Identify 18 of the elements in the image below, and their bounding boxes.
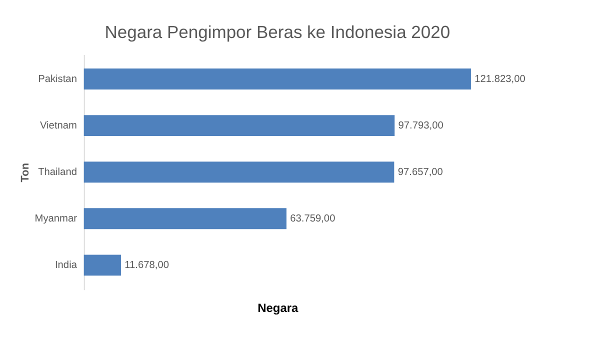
bar bbox=[84, 208, 286, 230]
data-label: 63.759,00 bbox=[290, 213, 336, 224]
x-axis-title: Negara bbox=[258, 301, 299, 316]
bar bbox=[84, 68, 471, 90]
y-axis-title: Ton bbox=[19, 162, 32, 182]
y-tick-label: Vietnam bbox=[40, 120, 77, 132]
data-label: 11.678,00 bbox=[124, 260, 170, 271]
y-tick-label: India bbox=[54, 260, 78, 271]
data-label: 97.657,00 bbox=[398, 166, 444, 178]
chart-title: Negara Pengimpor Beras ke Indonesia 2020 bbox=[104, 22, 450, 42]
y-tick-label: Myanmar bbox=[34, 213, 78, 224]
bar bbox=[84, 115, 395, 136]
y-tick-label: Pakistan bbox=[38, 74, 77, 85]
y-tick-label: Thailand bbox=[38, 166, 77, 178]
data-label: 97.793,00 bbox=[398, 120, 444, 132]
bar bbox=[84, 162, 394, 183]
data-label: 121.823,00 bbox=[474, 74, 526, 85]
bar bbox=[84, 254, 121, 276]
